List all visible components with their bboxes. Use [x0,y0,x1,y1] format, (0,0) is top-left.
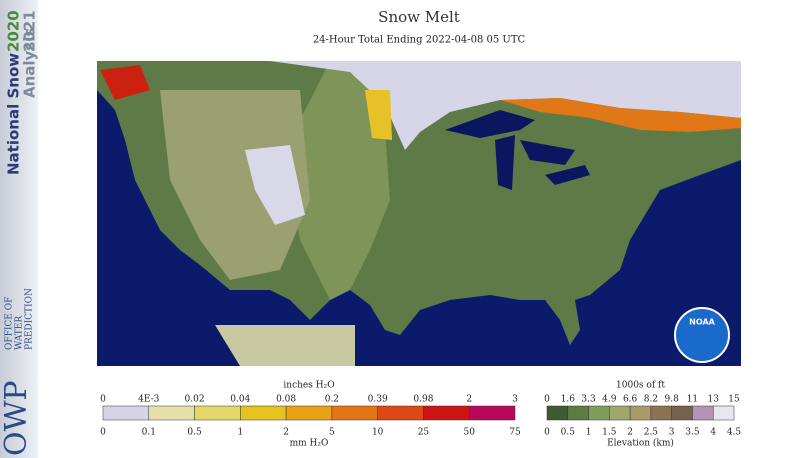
legend-swatch [629,405,652,421]
legend-label: 2 [627,428,633,438]
legend-title: mm H₂O [290,439,329,449]
great-lakes [445,110,535,138]
legend-swatch [102,405,150,421]
legend-swatch [240,405,287,421]
legend-label: 10 [372,428,384,438]
legend-swatch [650,405,672,421]
legend-label: 0.5 [187,428,202,438]
legend-swatch [546,405,569,421]
melt-band [365,90,392,140]
legend-label: 2 [466,395,472,405]
legend-label: 0.39 [368,395,388,405]
legend-label: 75 [509,428,521,438]
legend-swatch [692,405,714,421]
sidebar-line1: National Snow [5,53,23,175]
office-line: OFFICE OF [5,297,15,350]
legend-label: 1 [237,428,243,438]
melt-band [100,65,150,100]
sidebar-year2: 2021 [21,10,39,52]
legend-label: 0 [544,428,550,438]
legend-swatch [609,405,631,421]
legend-swatch [588,405,610,421]
legend-label: 2 [283,428,289,438]
legend-label: 3 [669,428,675,438]
legend-label: 1.6 [561,395,576,405]
legend-swatch [331,405,378,421]
noaa-text: NOAA [689,318,715,327]
snow-rockies [245,145,305,225]
legend-swatch [148,405,195,421]
mountains [160,90,310,280]
legend-label: 4 [710,428,716,438]
legend-swatch [671,405,693,421]
legend-label: 11 [687,395,698,405]
legend-label: 9.8 [665,395,680,405]
legend-label: 3.5 [685,428,700,438]
legend-label: 13 [707,395,719,405]
office-line: WATER [15,316,25,350]
snow-canada [270,61,741,150]
plains [290,61,390,300]
legend-label: 8.2 [644,395,658,405]
map: NOAA [97,61,741,366]
office-line: PREDICTION [25,288,35,350]
legend-swatch [377,405,424,421]
legend-title: inches H₂O [283,381,334,391]
noaa-logo [674,307,730,363]
legend-label: 2.5 [644,428,659,438]
legend-label: 6.6 [623,395,638,405]
legend-label: 4E-3 [138,395,160,405]
legend-label: 0.08 [276,395,296,405]
melt-band [500,98,741,132]
legend-label: 25 [418,428,430,438]
legend-title: 1000s of ft [616,381,665,391]
legend-label: 0.04 [230,395,250,405]
great-lakes [545,165,590,185]
legend-label: 1 [586,428,592,438]
subtitle: 24-Hour Total Ending 2022-04-08 05 UTC [313,35,526,46]
legend-swatch [194,405,241,421]
legend-label: 4.5 [727,428,742,438]
mexico [215,325,355,366]
sidebar-line2: Analysis [21,28,39,98]
legend-label: 0.2 [325,395,339,405]
legend-label: 5 [329,428,335,438]
legend-label: 15 [728,395,740,405]
sidebar-year1: 2020 [5,10,23,52]
legend-title: Elevation (km) [607,438,674,449]
legend-label: 0.5 [561,428,576,438]
legend-swatch [423,405,470,421]
legend-label: 4.9 [602,395,617,405]
legend-label: 50 [463,428,475,438]
legend-swatch [285,405,333,421]
legend-label: 0 [544,395,550,405]
legend-label: 0.02 [185,395,205,405]
legend-swatch [567,405,589,421]
legend-label: 1.5 [602,428,617,438]
legend-label: 0.98 [413,395,433,405]
legends: inches H₂O mm H₂O 0 4E-3 0.02 0.04 0.08 0.2 0.39… [100,381,741,449]
legend-swatch [712,405,735,421]
owp-logo: OWP [0,380,34,456]
title: Snow Melt [378,8,460,26]
legend-label: 0.1 [142,428,156,438]
great-lakes [520,140,575,165]
legend-label: 3.3 [581,395,596,405]
legend-label: 3 [512,395,518,405]
great-lakes [495,135,515,190]
legend-label: 0 [100,395,106,405]
legend-label: 0 [100,428,106,438]
legend-swatch [468,405,516,421]
sidebar [0,0,38,458]
